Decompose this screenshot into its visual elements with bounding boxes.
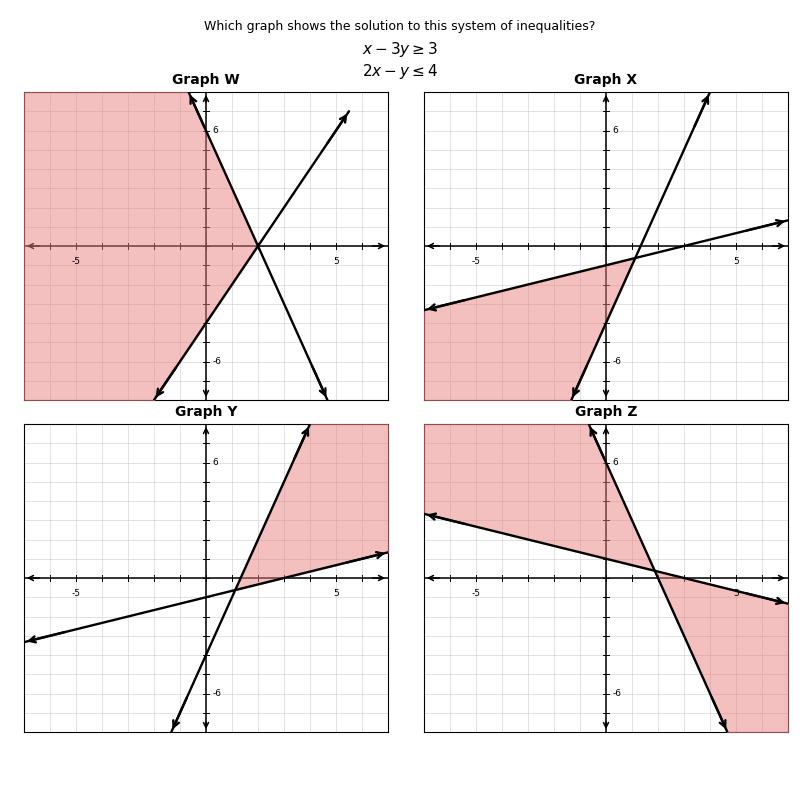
Text: -6: -6 [213,689,222,698]
Text: Which graph shows the solution to this system of inequalities?: Which graph shows the solution to this s… [204,20,596,33]
Text: -6: -6 [213,357,222,366]
Text: Graph X: Graph X [574,73,638,87]
Text: Graph W: Graph W [172,73,240,87]
Text: -5: -5 [71,257,81,266]
Text: 5: 5 [333,589,339,598]
Text: 6: 6 [613,458,618,467]
Text: $x - 3y \geq 3$: $x - 3y \geq 3$ [362,40,438,59]
Text: -6: -6 [613,357,622,366]
Text: 6: 6 [613,126,618,135]
Text: $2x - y \leq 4$: $2x - y \leq 4$ [362,62,438,82]
Text: Graph Y: Graph Y [174,405,238,419]
Text: -5: -5 [71,589,81,598]
Text: 6: 6 [213,126,218,135]
Text: 5: 5 [333,257,339,266]
Text: -5: -5 [471,257,481,266]
Text: -5: -5 [471,589,481,598]
Text: Graph Z: Graph Z [574,405,638,419]
Text: 5: 5 [733,257,739,266]
Text: 6: 6 [213,458,218,467]
Text: 5: 5 [733,589,739,598]
Text: -6: -6 [613,689,622,698]
